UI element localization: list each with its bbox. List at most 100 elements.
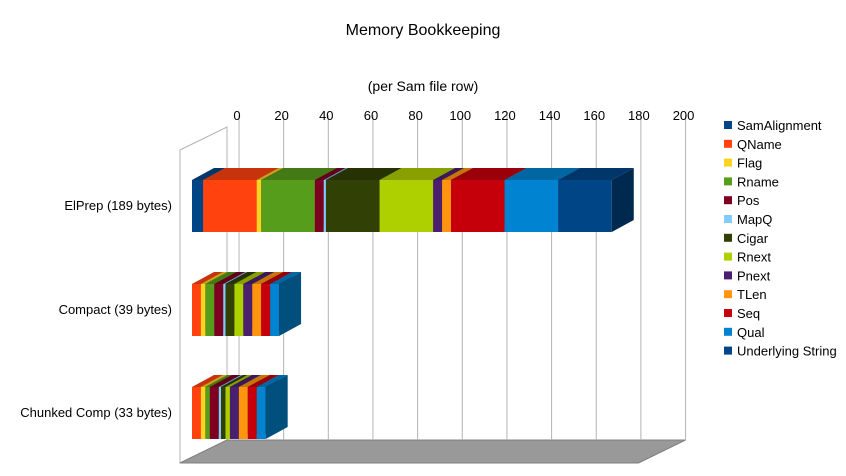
bar-front-face (192, 387, 201, 439)
chart-title: Memory Bookkeeping (346, 22, 501, 39)
bar-top-face (261, 168, 337, 180)
bar-top-face (256, 375, 288, 387)
legend-label: Cigar (737, 231, 769, 246)
x-tick-label: 60 (364, 108, 378, 123)
legend-item: Rnext (724, 250, 771, 265)
bar-top-face (451, 168, 527, 180)
bar-top-face (221, 375, 248, 387)
x-tick-label: 140 (539, 108, 561, 123)
bar-front-face (209, 387, 219, 439)
legend-swatch (724, 309, 732, 317)
bar-top-face (252, 272, 284, 284)
bar-top-face (200, 272, 228, 284)
legend-label: QName (737, 137, 782, 152)
bar-front-face (221, 387, 226, 439)
legend-swatch (724, 215, 732, 223)
legend-label: Rname (737, 174, 779, 189)
bar-side-face (279, 272, 302, 336)
bar-front-face (205, 387, 210, 439)
bar-front-face (225, 387, 230, 439)
legend-swatch (724, 139, 732, 148)
bar-front-face (270, 284, 280, 336)
bar-top-face (223, 272, 248, 284)
bar-front-face (256, 180, 262, 232)
legend-swatch (724, 346, 732, 355)
bar-top-face (218, 375, 244, 387)
legend-item: TLen (724, 287, 767, 302)
legend-swatch (724, 327, 732, 336)
bar-front-face (200, 284, 206, 336)
bar-front-face (325, 180, 380, 232)
legend-swatch (724, 196, 732, 205)
legend-label: Pos (737, 193, 760, 208)
legend-item: Underlying String (724, 344, 837, 359)
category-label: Chunked Comp (33 bytes) (20, 405, 172, 420)
category-label: ElPrep (189 bytes) (64, 198, 172, 213)
bar-top-face (192, 375, 223, 387)
legend-item: Qual (724, 325, 765, 340)
legend-label: MapQ (737, 212, 772, 227)
legend-item: SamAlignment (724, 118, 822, 133)
bar-top-face (238, 375, 270, 387)
bar-front-face (379, 180, 434, 232)
x-tick-label: 20 (274, 108, 288, 123)
bar-front-face (256, 387, 266, 439)
legend-item: Cigar (724, 231, 769, 246)
legend-swatch (724, 158, 732, 167)
bar-front-face (247, 387, 257, 439)
x-tick-label: 120 (494, 108, 516, 123)
chart-subtitle: (per Sam file row) (368, 78, 478, 94)
legend: SamAlignment QName Flag Rname Pos MapQ Cigar Rn… (724, 118, 837, 359)
x-tick-label: 180 (628, 108, 650, 123)
bar-top-face (234, 272, 266, 284)
x-tick-label: 200 (673, 108, 695, 123)
floor (179, 439, 686, 464)
bar-front-face (252, 284, 262, 336)
bar-segment (270, 272, 302, 336)
legend-label: Seq (737, 306, 760, 321)
bar-top-face (323, 168, 348, 180)
x-tick-labels: 0 20 40 60 80 100 120 140 160 180 200 (233, 108, 694, 123)
bar-top-face (205, 375, 232, 387)
x-tick-label: 80 (408, 108, 422, 123)
x-tick-label: 160 (583, 108, 605, 123)
legend-label: TLen (737, 287, 767, 302)
bar-top-face (225, 375, 252, 387)
bar-front-face (203, 180, 257, 232)
bar-top-face (192, 272, 223, 284)
bar-segment (256, 375, 288, 439)
bar-top-face (270, 272, 302, 284)
bar-top-face (433, 168, 465, 180)
legend-label: Rnext (737, 250, 771, 265)
x-tick-label: 100 (449, 108, 471, 123)
bar-front-face (238, 387, 248, 439)
bar-top-face (192, 168, 226, 180)
bar-side-face (265, 375, 288, 439)
legend-item: MapQ (724, 212, 772, 227)
bar-front-face (558, 180, 612, 232)
bar-top-face (229, 375, 261, 387)
bar-front-face (261, 180, 315, 232)
bar-front-face (504, 180, 559, 232)
bar-top-face (205, 272, 237, 284)
gridlines (238, 115, 687, 440)
bar-front-face (261, 284, 271, 336)
bar-front-face (451, 180, 505, 232)
legend-label: Underlying String (737, 344, 837, 359)
legend-item: Pos (724, 193, 760, 208)
x-tick-label: 40 (319, 108, 333, 123)
bar-front-face (200, 387, 206, 439)
bar-segment (558, 168, 634, 232)
bar-side-face (611, 168, 634, 232)
legend-item: Rname (724, 174, 779, 189)
legend-swatch (724, 271, 732, 280)
bar-top-face (325, 168, 402, 180)
bar-top-face (442, 168, 474, 180)
bar-front-face (323, 180, 326, 232)
bar-front-face (205, 284, 215, 336)
bar-front-face (214, 284, 224, 336)
bar-top-face (214, 272, 246, 284)
legend-swatch (724, 290, 732, 299)
bar-front-face (218, 387, 222, 439)
bar-top-face (558, 168, 634, 180)
